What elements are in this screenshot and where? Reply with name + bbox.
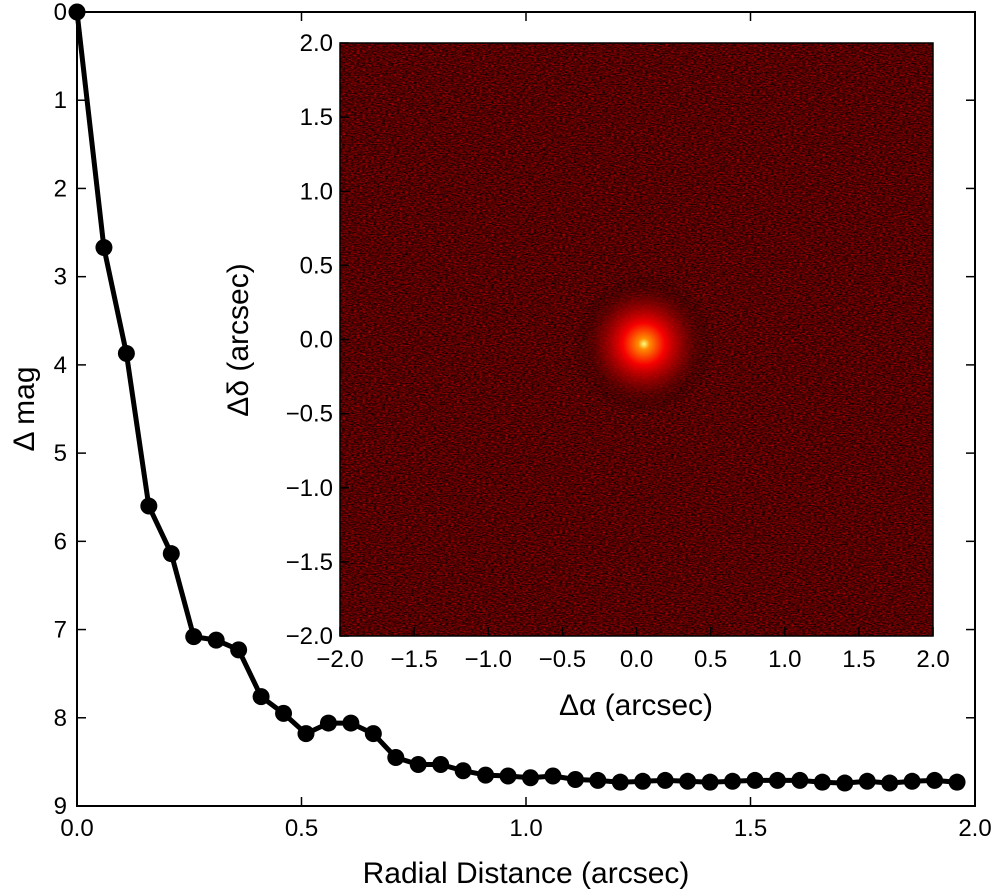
contrast-point bbox=[903, 772, 921, 790]
contrast-point bbox=[724, 772, 742, 790]
inset-x-tick-label: 2.0 bbox=[916, 646, 949, 673]
inset-y-tick-label: 2.0 bbox=[300, 30, 333, 57]
main-x-axis-label: Radial Distance (arcsec) bbox=[363, 857, 690, 890]
contrast-curve-points bbox=[68, 3, 966, 792]
contrast-point bbox=[679, 772, 697, 790]
contrast-point bbox=[364, 725, 382, 743]
contrast-point bbox=[746, 771, 764, 789]
main-x-tick-label: 0.5 bbox=[285, 815, 318, 842]
contrast-point bbox=[656, 771, 674, 789]
inset-y-tick-label: 1.5 bbox=[300, 104, 333, 131]
contrast-point bbox=[858, 772, 876, 790]
contrast-point bbox=[185, 628, 203, 646]
contrast-point bbox=[611, 773, 629, 791]
inset-y-tick-label: −1.5 bbox=[286, 549, 333, 576]
main-y-ticks: 0 1 2 3 4 5 6 7 8 9 bbox=[54, 0, 975, 820]
inset-y-tick-label: −2.0 bbox=[286, 623, 333, 650]
main-y-tick-label: 0 bbox=[54, 0, 67, 26]
contrast-curve-path bbox=[74, 11, 958, 786]
contrast-curve-line bbox=[74, 11, 958, 786]
inset-y-tick-label: 1.0 bbox=[300, 178, 333, 205]
inset-y-ticks: −2.0 −1.5 −1.0 −0.5 0.0 0.5 1.0 1.5 2.0 bbox=[286, 30, 349, 650]
contrast-point bbox=[297, 725, 315, 743]
main-y-tick-label: 8 bbox=[54, 705, 67, 732]
contrast-point bbox=[544, 767, 562, 785]
inset-y-tick-label: −1.0 bbox=[286, 475, 333, 502]
inset-x-tick-label: −0.5 bbox=[539, 646, 586, 673]
inset-x-tick-label: 0.5 bbox=[694, 646, 727, 673]
contrast-point bbox=[634, 772, 652, 790]
main-y-tick-label: 2 bbox=[54, 175, 67, 202]
contrast-point bbox=[342, 714, 360, 732]
inset-y-tick-label: −0.5 bbox=[286, 401, 333, 428]
contrast-point bbox=[948, 773, 966, 791]
contrast-point bbox=[409, 756, 427, 774]
main-y-tick-label: 3 bbox=[54, 264, 67, 291]
main-y-tick-label: 9 bbox=[54, 793, 67, 820]
main-y-tick-label: 7 bbox=[54, 617, 67, 644]
main-x-tick-label: 0.0 bbox=[60, 815, 93, 842]
inset-x-axis-label: Δα (arcsec) bbox=[559, 689, 713, 722]
contrast-point bbox=[230, 641, 248, 659]
contrast-point bbox=[95, 239, 113, 257]
contrast-point bbox=[813, 773, 831, 791]
main-x-ticks: 0.0 0.5 1.0 1.5 2.0 bbox=[60, 12, 992, 842]
inset-y-tick-label: 0.5 bbox=[300, 252, 333, 279]
contrast-point bbox=[117, 344, 135, 362]
inset-panel: −2.0 −1.5 −1.0 −0.5 0.0 0.5 1.0 1.5 2.0 −2.0 −1.5… bbox=[222, 30, 950, 722]
contrast-point bbox=[275, 704, 293, 722]
contrast-point bbox=[701, 773, 719, 791]
contrast-point bbox=[68, 3, 86, 21]
inset-x-tick-label: 0.0 bbox=[620, 646, 653, 673]
inset-source bbox=[573, 273, 715, 415]
main-x-tick-label: 1.5 bbox=[734, 815, 767, 842]
main-y-tick-label: 4 bbox=[54, 352, 67, 379]
contrast-point bbox=[589, 771, 607, 789]
inset-source-blob bbox=[573, 273, 715, 415]
main-y-tick-label: 5 bbox=[54, 440, 67, 467]
contrast-point bbox=[454, 762, 472, 780]
main-y-tick-label: 6 bbox=[54, 528, 67, 555]
contrast-point bbox=[566, 771, 584, 789]
contrast-point bbox=[252, 688, 270, 706]
inset-x-ticks: −2.0 −1.5 −1.0 −0.5 0.0 0.5 1.0 1.5 2.0 bbox=[316, 627, 950, 673]
contrast-point bbox=[791, 771, 809, 789]
contrast-point bbox=[521, 769, 539, 787]
contrast-point bbox=[207, 631, 225, 649]
contrast-point bbox=[768, 771, 786, 789]
inset-x-tick-label: 1.0 bbox=[768, 646, 801, 673]
contrast-point bbox=[432, 756, 450, 774]
main-y-tick-label: 1 bbox=[54, 87, 67, 114]
main-y-axis-label: Δ mag bbox=[8, 366, 41, 451]
inset-y-tick-label: 0.0 bbox=[300, 327, 333, 354]
contrast-point bbox=[387, 748, 405, 766]
main-x-tick-label: 1.0 bbox=[509, 815, 542, 842]
contrast-point bbox=[319, 714, 337, 732]
contrast-point bbox=[499, 767, 517, 785]
inset-y-axis-label: Δδ (arcsec) bbox=[222, 263, 255, 416]
contrast-point bbox=[140, 497, 158, 515]
contrast-point bbox=[162, 545, 180, 563]
inset-x-tick-label: −2.0 bbox=[316, 646, 363, 673]
main-x-tick-label: 2.0 bbox=[958, 815, 991, 842]
contrast-point bbox=[926, 771, 944, 789]
inset-x-tick-label: −1.0 bbox=[465, 646, 512, 673]
inset-x-tick-label: 1.5 bbox=[842, 646, 875, 673]
inset-x-tick-label: −1.5 bbox=[390, 646, 437, 673]
main-plot: 0.0 0.5 1.0 1.5 2.0 0 1 2 3 4 5 6 7 8 9 Radial Distan… bbox=[8, 0, 992, 890]
contrast-point bbox=[477, 766, 495, 784]
contrast-point bbox=[881, 774, 899, 792]
contrast-point bbox=[836, 774, 854, 792]
